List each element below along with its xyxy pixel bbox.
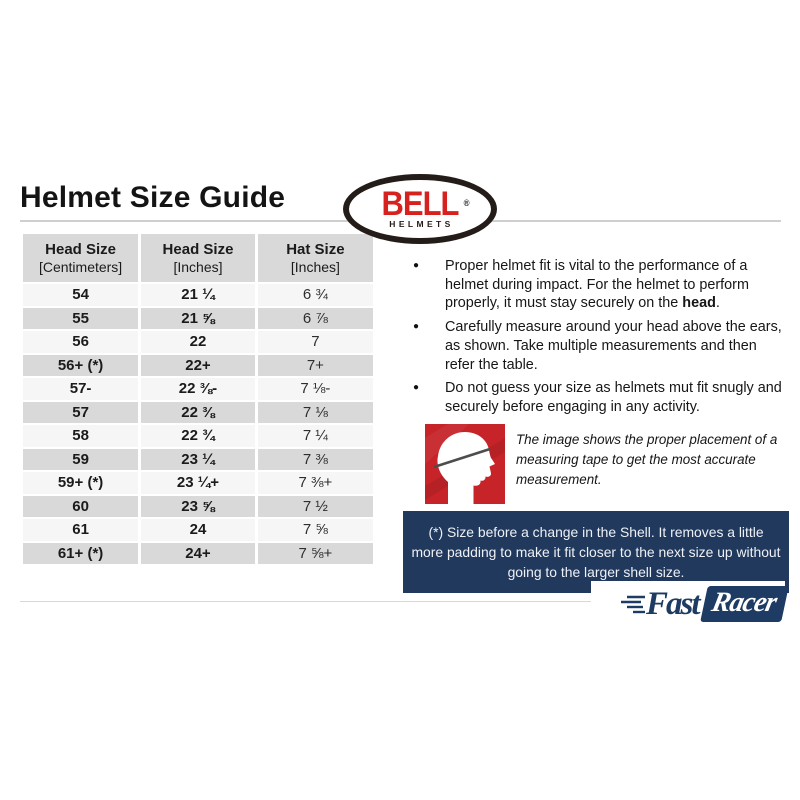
fastracer-logo: Fast Racer xyxy=(591,581,789,627)
table-row: 61 24 7 ⅝ xyxy=(23,518,373,543)
list-item: ● Carefully measure around your head abo… xyxy=(413,318,785,374)
table-row: 59+ (*) 23 ¼+ 7 ⅜+ xyxy=(23,471,373,496)
figure-caption: The image shows the proper placement of … xyxy=(516,432,778,487)
table-cell: 61 xyxy=(23,518,142,543)
bell-brand-label: BELL xyxy=(381,183,460,223)
table-header-row: Head Size [Centimeters] Head Size [Inche… xyxy=(23,234,373,284)
bullet-icon: ● xyxy=(413,321,420,333)
table-cell: 57 xyxy=(23,400,142,425)
table-cell: 7 ⅝ xyxy=(256,518,373,543)
table-cell: 6 ⅞ xyxy=(256,306,373,331)
table-cell: 7 xyxy=(256,330,373,355)
page-title: Helmet Size Guide xyxy=(20,181,286,214)
table-cell: 61+ (*) xyxy=(23,541,142,566)
fastracer-racer-text: Racer xyxy=(708,587,779,618)
table-row: 56 22 7 xyxy=(23,330,373,355)
registered-trademark-icon: ® xyxy=(463,197,470,208)
table-cell: 7 ⅜ xyxy=(256,447,373,472)
list-item: ● Do not guess your size as helmets mut … xyxy=(413,379,785,416)
table-cell: 22 ⅜ xyxy=(139,400,258,425)
table-cell: 56+ (*) xyxy=(23,353,142,378)
tip-text: Proper helmet fit is vital to the perfor… xyxy=(445,258,749,312)
bullet-icon: ● xyxy=(413,260,420,271)
table-cell: 56 xyxy=(23,330,142,355)
tip-text: Carefully measure around your head above… xyxy=(445,319,782,373)
table-cell: 59 xyxy=(23,447,142,472)
shell-note: (*) Size before a change in the Shell. I… xyxy=(403,511,789,593)
table-cell: 24 xyxy=(139,518,258,543)
table-cell: 22 ⅜- xyxy=(139,377,258,402)
table-cell: 7 ⅛- xyxy=(256,377,373,402)
head-silhouette-icon xyxy=(425,424,505,504)
bell-helmets-logo: BELL ® HELMETS xyxy=(343,174,497,244)
table-cell: 23 ⅝ xyxy=(139,494,258,519)
head-measurement-image xyxy=(425,424,505,504)
col-header-head-size-cm: Head Size [Centimeters] xyxy=(23,234,142,284)
table-cell: 58 xyxy=(23,424,142,449)
col-header-hat-size-in: Hat Size [Inches] xyxy=(256,234,373,284)
table-cell: 7 ¼ xyxy=(256,424,373,449)
table-cell: 23 ¼+ xyxy=(139,471,258,496)
col-header-head-size-in: Head Size [Inches] xyxy=(139,234,258,284)
fastracer-racer-badge: Racer xyxy=(699,586,789,622)
bell-helmets-text: HELMETS xyxy=(389,218,454,229)
tip-text: Do not guess your size as helmets mut fi… xyxy=(445,380,782,415)
table-cell: 23 ¼ xyxy=(139,447,258,472)
table-cell: 22 xyxy=(139,330,258,355)
fit-tips-list: ● Proper helmet fit is vital to the perf… xyxy=(413,257,785,422)
table-row: 57- 22 ⅜- 7 ⅛- xyxy=(23,377,373,402)
table-cell: 6 ¾ xyxy=(256,283,373,308)
fastracer-fast-text: Fast xyxy=(646,585,701,622)
table-row: 56+ (*) 22+ 7+ xyxy=(23,353,373,378)
table-cell: 21 ⅝ xyxy=(139,306,258,331)
table-cell: 7 ⅜+ xyxy=(256,471,373,496)
table-cell: 55 xyxy=(23,306,142,331)
table-cell: 22+ xyxy=(139,353,258,378)
speed-lines-icon xyxy=(621,595,646,614)
table-cell: 22 ¾ xyxy=(139,424,258,449)
bullet-icon: ● xyxy=(413,382,420,394)
table-row: 61+ (*) 24+ 7 ⅝+ xyxy=(23,541,373,566)
bell-brand-text: BELL ® xyxy=(382,186,470,221)
table-cell: 59+ (*) xyxy=(23,471,142,496)
table-cell: 24+ xyxy=(139,541,258,566)
table-cell: 7 ⅛ xyxy=(256,400,373,425)
table-cell: 21 ¼ xyxy=(139,283,258,308)
footer-divider xyxy=(20,601,781,602)
list-item: ● Proper helmet fit is vital to the perf… xyxy=(413,257,785,313)
table-cell: 60 xyxy=(23,494,142,519)
table-cell: 7 ½ xyxy=(256,494,373,519)
size-table: Head Size [Centimeters] Head Size [Inche… xyxy=(23,234,373,566)
table-cell: 7 ⅝+ xyxy=(256,541,373,566)
table-cell: 57- xyxy=(23,377,142,402)
table-cell: 54 xyxy=(23,283,142,308)
size-table-header: Head Size [Centimeters] Head Size [Inche… xyxy=(23,234,373,284)
table-cell: 7+ xyxy=(256,353,373,378)
